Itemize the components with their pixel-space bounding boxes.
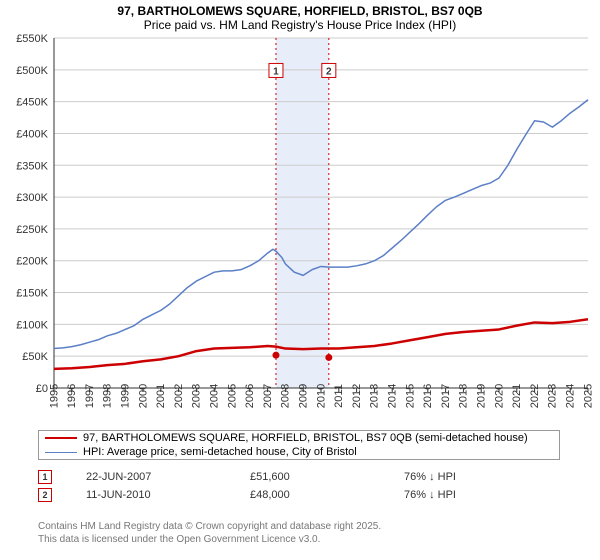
svg-text:2001: 2001 [155, 384, 167, 408]
svg-text:£450K: £450K [16, 97, 48, 109]
svg-text:£200K: £200K [16, 256, 48, 268]
event-date: 11-JUN-2010 [86, 489, 216, 501]
chart-title-block: 97, BARTHOLOMEWS SQUARE, HORFIELD, BRIST… [0, 0, 600, 32]
svg-text:2000: 2000 [137, 384, 149, 408]
svg-text:£550K: £550K [16, 33, 48, 45]
svg-text:2004: 2004 [208, 384, 220, 408]
svg-text:2016: 2016 [422, 384, 434, 408]
event-marker: 1 [38, 470, 52, 484]
svg-text:2007: 2007 [262, 384, 274, 408]
svg-text:2022: 2022 [529, 384, 541, 408]
svg-text:£150K: £150K [16, 288, 48, 300]
svg-text:2013: 2013 [369, 384, 381, 408]
svg-text:2014: 2014 [387, 384, 399, 408]
svg-text:£400K: £400K [16, 128, 48, 140]
event-date: 22-JUN-2007 [86, 471, 216, 483]
svg-text:2021: 2021 [511, 384, 523, 408]
svg-text:2012: 2012 [351, 384, 363, 408]
svg-text:1998: 1998 [102, 384, 114, 408]
legend-swatch [45, 437, 77, 439]
event-row: 2 11-JUN-2010 £48,000 76% ↓ HPI [38, 488, 456, 502]
svg-text:2002: 2002 [173, 384, 185, 408]
chart-title-line1: 97, BARTHOLOMEWS SQUARE, HORFIELD, BRIST… [0, 4, 600, 18]
event-price: £51,600 [250, 471, 370, 483]
event-row: 1 22-JUN-2007 £51,600 76% ↓ HPI [38, 470, 456, 484]
svg-text:2003: 2003 [191, 384, 203, 408]
legend-label: HPI: Average price, semi-detached house,… [83, 446, 357, 458]
svg-text:2: 2 [326, 66, 332, 77]
svg-text:2024: 2024 [565, 384, 577, 408]
svg-text:£0: £0 [36, 383, 48, 395]
legend-label: 97, BARTHOLOMEWS SQUARE, HORFIELD, BRIST… [83, 432, 528, 444]
svg-text:£100K: £100K [16, 319, 48, 331]
svg-text:2018: 2018 [458, 384, 470, 408]
svg-text:2010: 2010 [315, 384, 327, 408]
svg-text:2023: 2023 [547, 384, 559, 408]
footer-attribution: Contains HM Land Registry data © Crown c… [38, 520, 381, 546]
legend-box: 97, BARTHOLOMEWS SQUARE, HORFIELD, BRIST… [38, 430, 560, 460]
svg-text:2006: 2006 [244, 384, 256, 408]
svg-text:£350K: £350K [16, 160, 48, 172]
legend-item: 97, BARTHOLOMEWS SQUARE, HORFIELD, BRIST… [39, 431, 559, 445]
svg-text:1997: 1997 [84, 384, 96, 408]
footer-line1: Contains HM Land Registry data © Crown c… [38, 520, 381, 533]
legend-item: HPI: Average price, semi-detached house,… [39, 445, 559, 459]
legend-swatch [45, 452, 77, 453]
svg-text:2008: 2008 [280, 384, 292, 408]
svg-text:2017: 2017 [440, 384, 452, 408]
svg-text:1: 1 [273, 66, 279, 77]
svg-text:£300K: £300K [16, 192, 48, 204]
svg-text:£500K: £500K [16, 65, 48, 77]
svg-text:2015: 2015 [404, 384, 416, 408]
event-price: £48,000 [250, 489, 370, 501]
event-note: 76% ↓ HPI [404, 489, 456, 501]
svg-text:2009: 2009 [298, 384, 310, 408]
svg-text:£50K: £50K [22, 351, 48, 363]
svg-text:2020: 2020 [493, 384, 505, 408]
svg-text:2019: 2019 [476, 384, 488, 408]
footer-line2: This data is licensed under the Open Gov… [38, 533, 381, 546]
svg-text:2005: 2005 [226, 384, 238, 408]
svg-text:£250K: £250K [16, 224, 48, 236]
svg-text:2025: 2025 [582, 384, 594, 408]
event-note: 76% ↓ HPI [404, 471, 456, 483]
svg-text:1999: 1999 [119, 384, 131, 408]
line-chart: £0 £50K £100K £150K £200K £250K £300K £350K £400… [6, 32, 596, 412]
chart-svg: £0 £50K £100K £150K £200K £250K £300K £350K £400… [6, 32, 596, 432]
chart-title-line2: Price paid vs. HM Land Registry's House … [0, 18, 600, 32]
event-marker: 2 [38, 488, 52, 502]
events-table: 1 22-JUN-2007 £51,600 76% ↓ HPI 2 11-JUN-2010… [38, 470, 456, 506]
svg-text:1996: 1996 [66, 384, 78, 408]
